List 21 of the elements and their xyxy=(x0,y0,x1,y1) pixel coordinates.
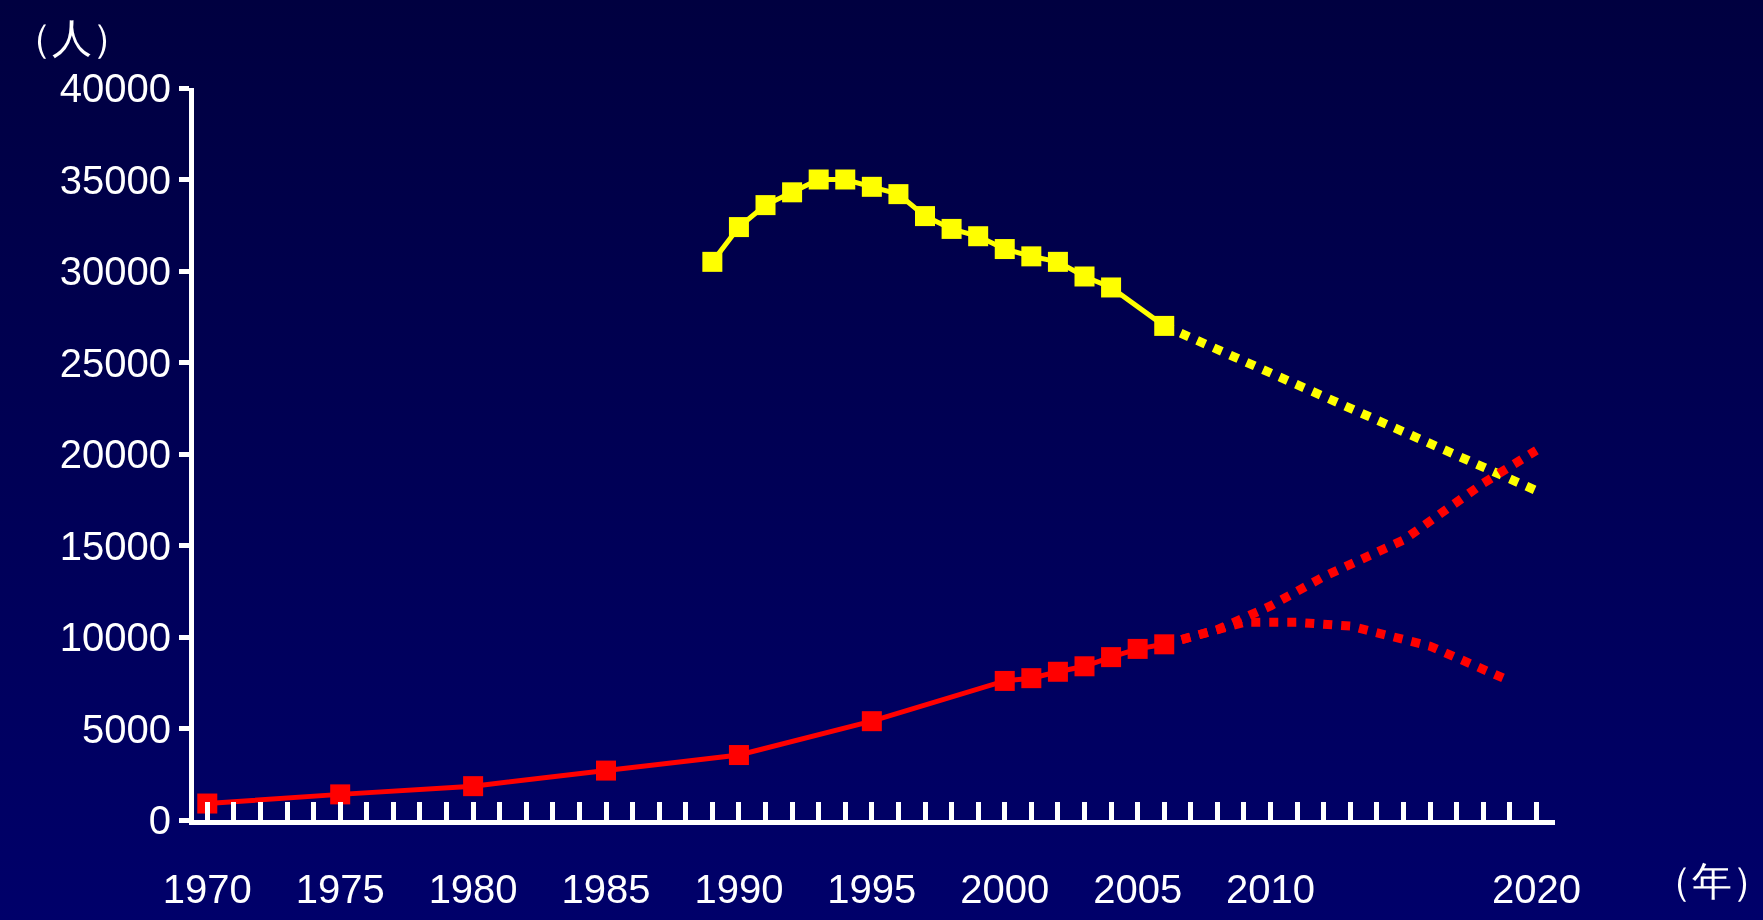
x-tick-label: 2020 xyxy=(1491,867,1581,911)
x-axis-title: （年） xyxy=(1652,859,1763,903)
y-tick-label: 10000 xyxy=(59,615,171,659)
y-tick-label: 40000 xyxy=(59,66,171,110)
x-tick-label: 2010 xyxy=(1226,867,1316,911)
y-tick-label: 35000 xyxy=(59,157,171,202)
y-tick-label: 15000 xyxy=(59,523,171,568)
x-tick-label: 1985 xyxy=(561,867,651,911)
y-tick-label: 0 xyxy=(148,798,171,842)
y-tick-label: 30000 xyxy=(59,249,171,293)
x-tick-label: 1990 xyxy=(694,867,784,911)
x-tick-label: 1970 xyxy=(162,867,252,911)
y-tick-label: 25000 xyxy=(59,340,171,385)
y-tick-label: 20000 xyxy=(59,432,171,476)
x-tick-label: 1995 xyxy=(827,867,917,911)
x-tick-label: 2005 xyxy=(1093,867,1183,911)
y-tick-label: 5000 xyxy=(82,706,171,751)
x-tick-label: 1975 xyxy=(295,867,385,911)
x-tick-label: 1980 xyxy=(428,867,518,911)
x-tick-label: 2000 xyxy=(960,867,1050,911)
y-axis-title: （人） xyxy=(12,16,132,60)
